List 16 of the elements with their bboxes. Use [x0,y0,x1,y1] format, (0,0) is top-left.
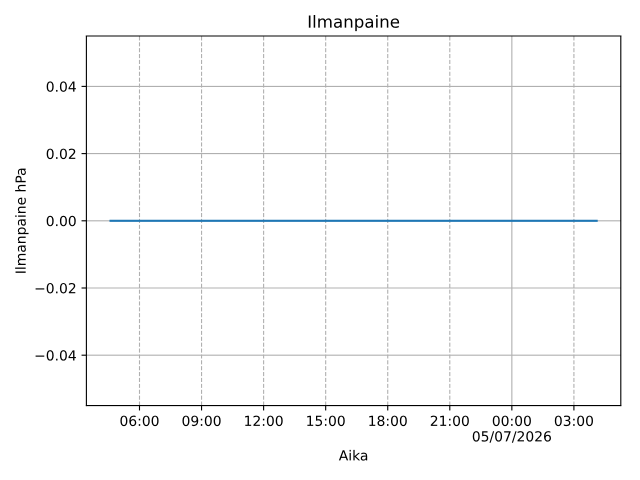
chart-title: Ilmanpaine [308,15,400,32]
x-tick-label: 18:00 [369,416,407,426]
x-tick-label: 12:00 [245,416,283,426]
y-axis-title: Ilmanpaine hPa [15,168,29,273]
x-tick-label: 21:00 [430,416,469,426]
x-tick-label: 03:00 [554,416,593,426]
y-tick-label: 0.00 [46,216,76,226]
x-tick-label: 00:00 05/07/2026 [472,416,551,443]
y-tick-label: −0.02 [36,282,76,294]
x-axis-title: Aika [338,450,368,461]
y-tick-label: 0.04 [46,81,76,92]
y-tick-label: 0.02 [46,148,76,160]
x-tick-label: 06:00 [120,416,159,426]
x-tick-label: 09:00 [182,416,221,426]
y-tick-label: −0.04 [36,350,76,361]
x-tick-label: 15:00 [307,416,345,426]
